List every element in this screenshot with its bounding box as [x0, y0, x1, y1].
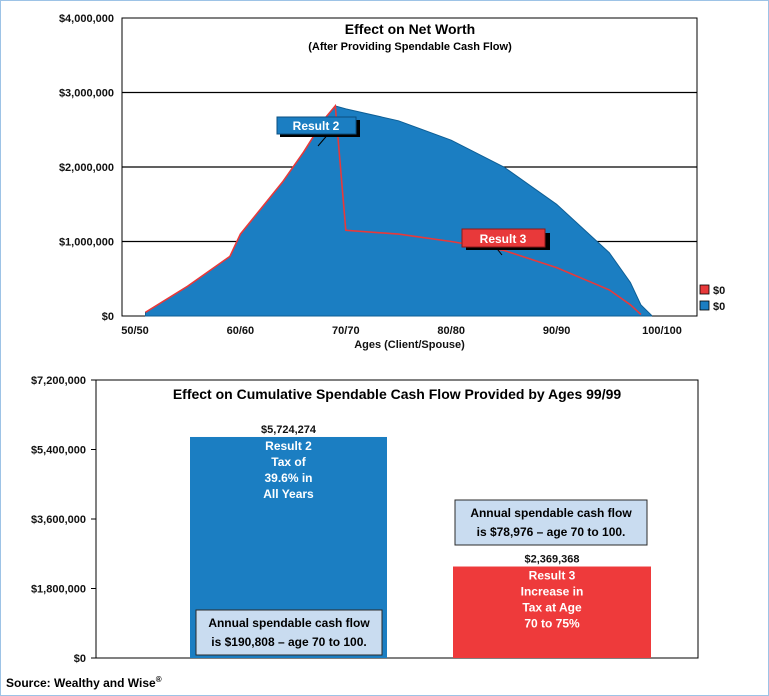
bar: [453, 566, 651, 658]
chart-title: Effect on Cumulative Spendable Cash Flow…: [173, 386, 622, 402]
note-line: is $190,808 – age 70 to 100.: [211, 635, 366, 649]
callout-box: [276, 116, 357, 135]
source-note: Source: Wealthy and Wise®: [6, 675, 162, 690]
legend-label: $0: [713, 285, 725, 297]
series-result-3-line: [145, 103, 642, 316]
x-tick-label: 70/70: [332, 325, 360, 337]
y-tick-label: $1,800,000: [31, 584, 86, 596]
registered-mark: ®: [155, 675, 162, 684]
x-tick-label: 100/100: [642, 325, 682, 337]
x-tick-label: 90/90: [543, 325, 571, 337]
legend-swatch: [699, 300, 710, 311]
bar-group-3: $2,369,368 Result 3 Increase in Tax at Age 7…: [453, 554, 651, 658]
bar-inner-text: All Years: [263, 487, 314, 501]
bar-inner-text: Tax at Age: [522, 601, 582, 615]
x-axis-label: Ages (Client/Spouse): [354, 339, 465, 351]
y-tick-label: $3,000,000: [59, 88, 114, 100]
source-text: Source: Wealthy and Wise: [6, 676, 156, 690]
y-tick-label: $3,600,000: [31, 514, 86, 526]
y-tick-label: $5,400,000: [31, 445, 86, 457]
x-tick-label: 60/60: [227, 325, 255, 337]
bar-inner-text: Result 3: [529, 569, 576, 583]
note-bg: [195, 609, 383, 656]
bar-inner-text: Increase in: [521, 585, 584, 599]
y-tick-label: $0: [102, 311, 114, 323]
y-tick-label: $1,000,000: [59, 237, 114, 249]
x-tick-label: 50/50: [121, 325, 149, 337]
legend-label: $0: [713, 301, 725, 313]
callout-label: Result 3: [480, 232, 527, 246]
legend-swatch: [699, 284, 710, 295]
callout-result-2: Result 2: [276, 116, 360, 147]
note-line: Annual spendable cash flow: [470, 506, 632, 520]
callout-box: [461, 228, 546, 248]
note-line: Annual spendable cash flow: [208, 616, 370, 630]
bar-inner-text: Tax of: [271, 455, 306, 469]
y-tick-label: $4,000,000: [59, 13, 114, 25]
bar-value-label: $5,724,274: [261, 424, 317, 436]
note-bg: [454, 499, 648, 546]
chart-title: Effect on Net Worth: [345, 21, 475, 37]
callout-result-3: Result 3: [461, 228, 550, 256]
note-box-3: Annual spendable cash flow is $78,976 – a…: [454, 499, 648, 546]
bar-inner-text: Result 2: [265, 439, 312, 453]
note-box-2: Annual spendable cash flow is $190,808 – …: [195, 609, 383, 656]
net-worth-area-chart: $4,000,000 $3,000,000 $2,000,000 $1,000,000…: [59, 13, 725, 351]
bar-inner-text: 39.6% in: [264, 471, 312, 485]
x-tick-label: 80/80: [437, 325, 465, 337]
chart-subtitle: (After Providing Spendable Cash Flow): [308, 41, 512, 53]
y-tick-label: $0: [74, 653, 86, 665]
y-tick-label: $7,200,000: [31, 375, 86, 387]
y-tick-label: $2,000,000: [59, 162, 114, 174]
bar-inner-text: 70 to 75%: [524, 617, 580, 631]
bar-value-label: $2,369,368: [524, 554, 579, 566]
callout-label: Result 2: [293, 119, 340, 133]
note-line: is $78,976 – age 70 to 100.: [477, 525, 626, 539]
